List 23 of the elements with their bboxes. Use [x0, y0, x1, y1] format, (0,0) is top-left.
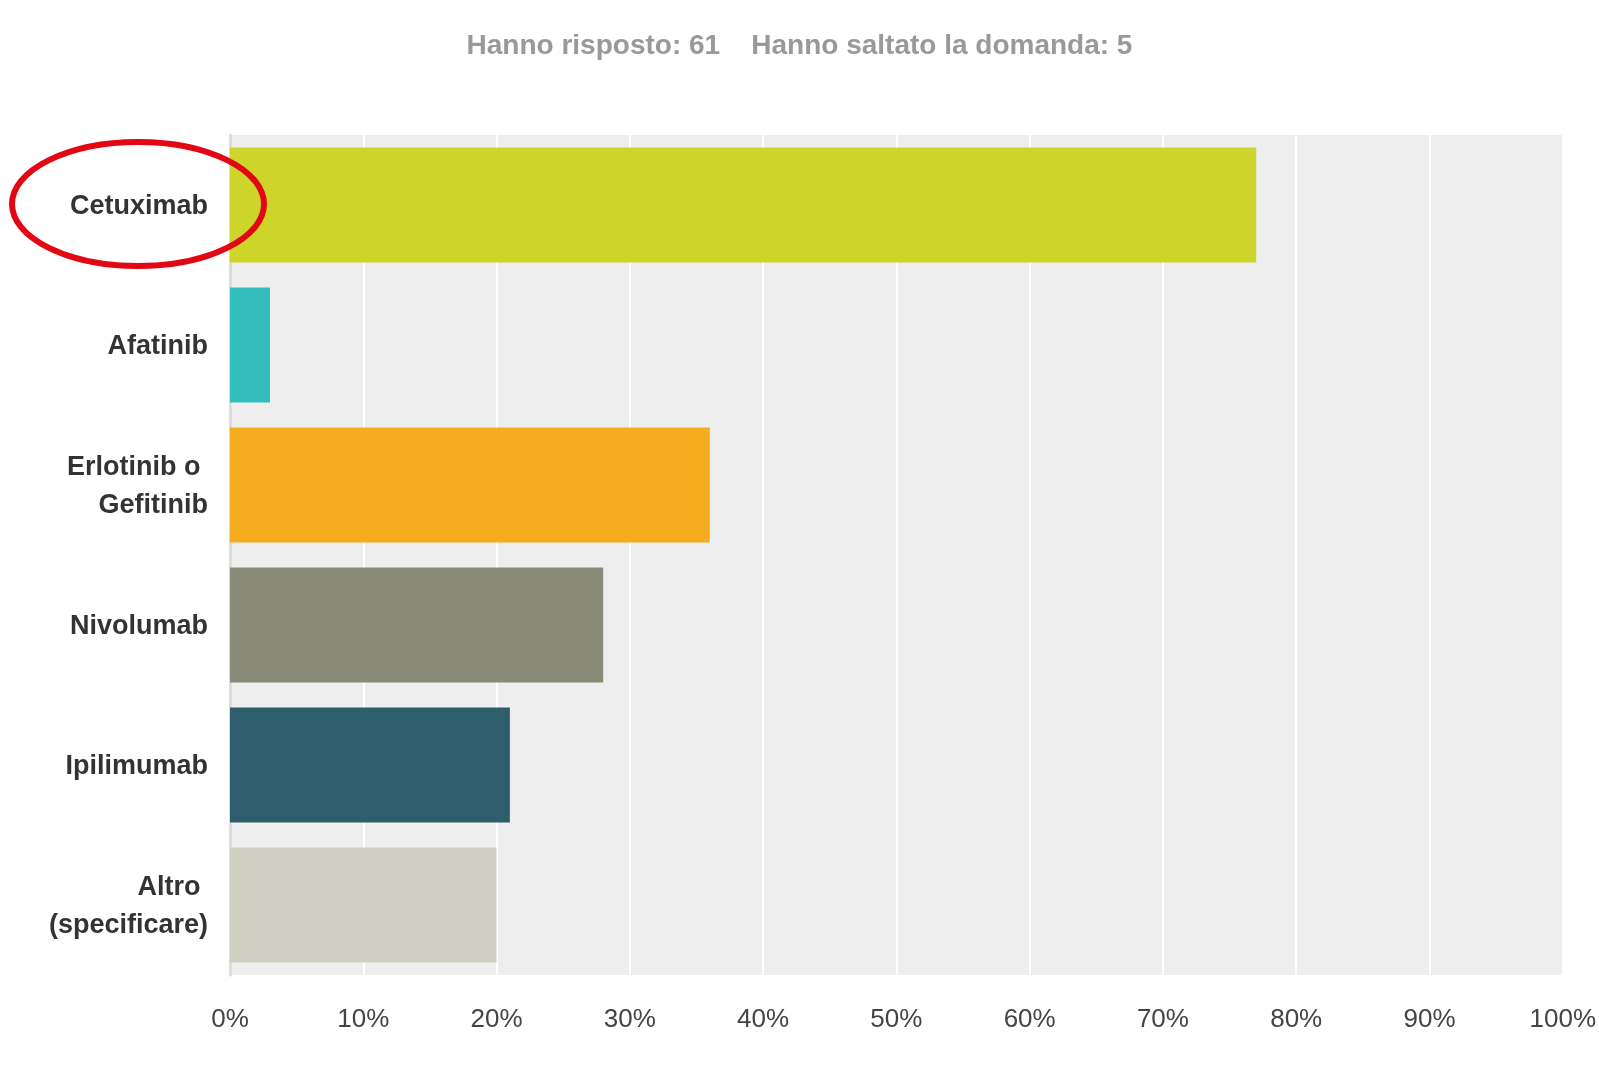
- x-tick-label: 30%: [603, 1003, 656, 1033]
- bar: [230, 427, 710, 543]
- y-tick-label: Cetuximab: [69, 190, 208, 220]
- bar: [230, 707, 510, 823]
- y-tick-label: Ipilimumab: [65, 750, 208, 780]
- x-tick-label: 50%: [870, 1003, 923, 1033]
- y-tick-label: Nivolumab: [69, 610, 208, 640]
- x-tick-label: 80%: [1270, 1003, 1323, 1033]
- x-tick-label: 0%: [211, 1003, 249, 1033]
- x-tick-label: 40%: [737, 1003, 790, 1033]
- x-tick-label: 70%: [1136, 1003, 1189, 1033]
- x-tick-label: 20%: [470, 1003, 523, 1033]
- chart-subtitle: Hanno risposto: 61 Hanno saltato la domanda: 5: [466, 28, 1133, 60]
- x-tick-label: 10%: [337, 1003, 390, 1033]
- x-tick-label: 90%: [1403, 1003, 1456, 1033]
- x-tick-label: 60%: [1003, 1003, 1056, 1033]
- y-tick-label: Erlotinib o Gefitinib: [67, 451, 208, 519]
- x-tick-label: 100%: [1529, 1003, 1596, 1033]
- bar: [230, 847, 497, 963]
- y-tick-label: Afatinib: [107, 330, 208, 360]
- y-tick-label: Altro (specificare): [48, 871, 208, 939]
- bar: [230, 287, 270, 403]
- bar: [230, 567, 604, 683]
